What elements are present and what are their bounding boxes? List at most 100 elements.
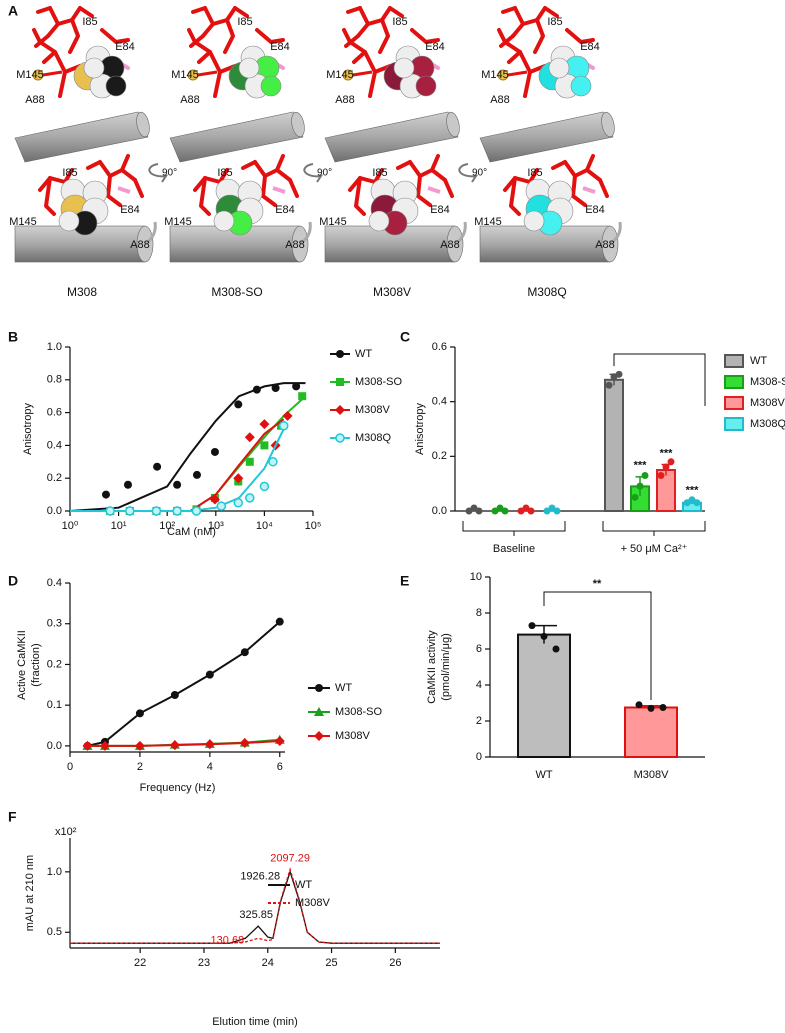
y-axis-label: (fraction): [30, 643, 42, 686]
marker: [170, 690, 179, 699]
residue-stick: [98, 160, 137, 182]
residue-stick: [543, 6, 559, 18]
rotation-arrow: [148, 163, 169, 183]
x-tick-label: 23: [198, 957, 210, 969]
residue-stick: [533, 18, 545, 54]
legend-label: M308V: [295, 897, 331, 909]
residue-stick: [189, 34, 205, 48]
residue-stick: [191, 6, 207, 14]
marker: [204, 739, 215, 750]
data-point: [659, 704, 667, 711]
x-tick-label: 6: [277, 761, 283, 773]
helix-loop: [454, 221, 467, 246]
residue-label: M145: [171, 69, 199, 81]
y-tick-label: 0.4: [432, 396, 447, 408]
group-label: Baseline: [493, 543, 535, 555]
marker: [259, 481, 270, 492]
marker: [134, 740, 145, 751]
significance: ***: [660, 447, 674, 459]
residue-label: E84: [580, 41, 600, 53]
residue-stick: [354, 176, 366, 216]
data-point: [501, 507, 509, 515]
peak-label: 325.85: [239, 909, 273, 921]
residue-stick: [117, 186, 131, 194]
y-tick-label: 0.2: [432, 450, 447, 462]
y-axis-label: Anisotropy: [414, 403, 426, 455]
data-point: [540, 632, 548, 640]
helix-cylinder: [14, 111, 149, 163]
residue-stick: [352, 50, 367, 64]
data-point: [693, 499, 701, 507]
data-point: [647, 704, 655, 712]
atom-sphere: [523, 210, 545, 232]
y-tick-label: 0.4: [47, 439, 62, 451]
residue-stick: [255, 28, 285, 44]
helix-cylinder: [169, 111, 304, 163]
residue-stick: [521, 6, 547, 26]
residue-stick: [430, 154, 440, 172]
marker: [292, 382, 301, 391]
x-axis-label: CaM (nM): [167, 526, 216, 538]
residue-stick: [497, 28, 507, 44]
legend-label: WT: [750, 355, 767, 367]
structure-view: [479, 6, 622, 263]
legend-swatch: [724, 354, 744, 368]
residue-stick: [133, 178, 144, 198]
y-tick-label: 0: [476, 751, 482, 763]
residue-stick: [416, 174, 432, 207]
structure-view: [14, 6, 157, 263]
residue-stick: [241, 160, 257, 170]
residue-stick: [396, 160, 412, 170]
y-tick-label: 0.6: [47, 407, 62, 419]
marker: [105, 506, 115, 516]
legend-swatch: [724, 417, 744, 431]
bar: [604, 378, 624, 512]
panel-label: C: [400, 329, 410, 345]
marker: [151, 506, 162, 516]
residue-label: A88: [25, 94, 45, 106]
marker: [239, 738, 250, 749]
legend-label: M308-SO: [750, 376, 785, 388]
y-tick-label: 4: [476, 679, 482, 691]
marker: [282, 410, 293, 421]
residue-stick: [78, 6, 94, 18]
atom-sphere: [238, 57, 260, 79]
residue-stick: [187, 28, 197, 44]
x-tick-label: M308V: [634, 769, 670, 781]
residue-label: A88: [180, 94, 200, 106]
marker: [244, 432, 255, 443]
bar: [517, 633, 571, 758]
y-tick-label: 0.0: [47, 740, 62, 752]
helix-end: [291, 111, 305, 138]
rotation-label: 90°: [162, 168, 177, 179]
legend-label: M308V: [335, 730, 371, 742]
data-line: [87, 620, 281, 747]
marker: [259, 419, 270, 430]
data-point: [615, 370, 623, 378]
residue-stick: [32, 28, 42, 44]
x-tick-label: 4: [207, 761, 213, 773]
residue-stick: [346, 6, 362, 14]
rotation-arrow: [458, 163, 479, 183]
structure-view: [324, 6, 467, 263]
residue-label: E84: [425, 41, 445, 53]
legend-label: M308-SO: [355, 376, 403, 388]
residue-label: E84: [275, 204, 295, 216]
residue-stick: [86, 160, 102, 170]
legend-label: M308V: [355, 404, 391, 416]
residue-label: M145: [326, 69, 354, 81]
significance: ***: [686, 484, 700, 496]
x-axis-label: Frequency (Hz): [140, 782, 216, 794]
marker: [245, 493, 255, 503]
y-tick-label: 6: [476, 643, 482, 655]
residue-label: I85: [237, 16, 252, 28]
y-axis-label: (pmol/min/μg): [440, 633, 452, 700]
rotation-label: 90°: [472, 168, 487, 179]
x-tick-label: 10⁴: [256, 520, 273, 532]
marker: [99, 740, 110, 751]
variant-caption: M308: [67, 285, 97, 299]
atom-sphere: [393, 57, 415, 79]
y-tick-label: 0.6: [432, 341, 447, 353]
y-tick-label: 0.4: [47, 577, 62, 589]
residue-stick: [427, 186, 441, 194]
